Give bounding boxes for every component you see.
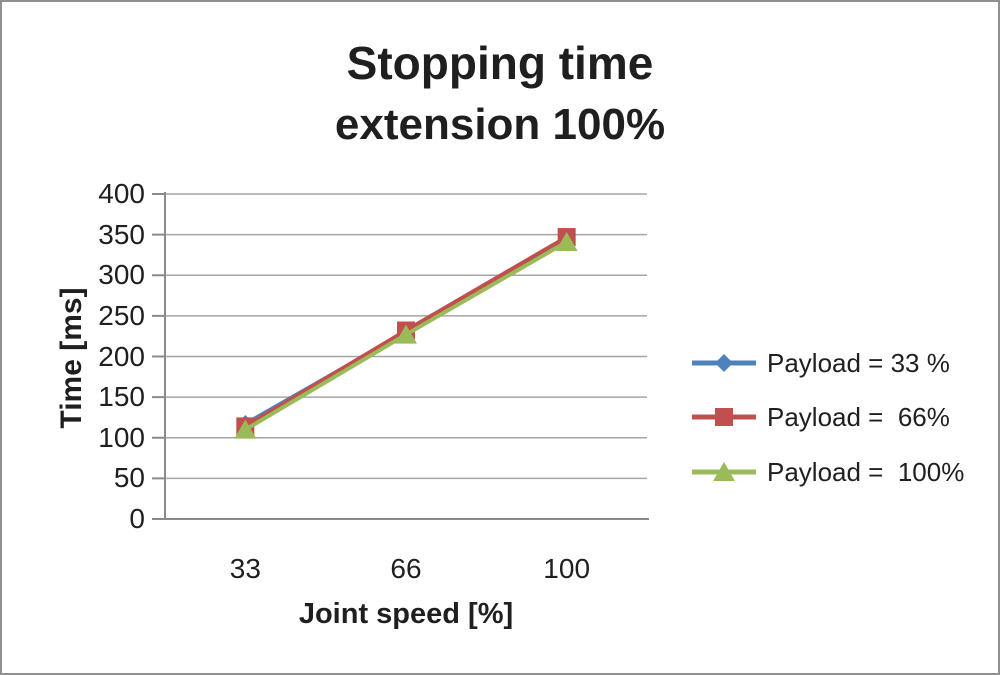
y-tick-label: 350 xyxy=(98,218,145,250)
y-tick-label: 50 xyxy=(113,462,145,494)
y-tick-label: 150 xyxy=(98,381,145,413)
chart-title: Stopping time extension 100% xyxy=(2,32,998,156)
legend-marker-triangle-icon xyxy=(692,462,756,481)
x-tick-label: 33 xyxy=(229,553,261,584)
x-tick-label: 66 xyxy=(390,553,422,584)
y-tick-label: 200 xyxy=(98,340,145,372)
legend-marker-square-icon xyxy=(692,408,756,426)
legend-item-label: Payload = 100% xyxy=(767,456,965,487)
series-marker-triangle-icon xyxy=(234,419,257,439)
legend-item: Payload = 100% xyxy=(690,450,964,494)
y-tick-label: 250 xyxy=(98,299,145,331)
legend-item: Payload = 66% xyxy=(690,395,950,439)
chart-title-line-2: extension 100% xyxy=(334,100,666,149)
series-marker-triangle-icon xyxy=(555,231,578,251)
chart-title-line-1: Stopping time xyxy=(346,37,654,89)
series-marker-triangle-icon xyxy=(395,324,417,344)
legend-item: Payload = 33 % xyxy=(690,341,950,385)
x-tick-label: 100 xyxy=(543,553,591,584)
y-tick-label: 100 xyxy=(98,421,145,453)
legend-marker-diamond-icon xyxy=(692,354,756,372)
legend-item-label: Payload = 66% xyxy=(767,401,950,432)
x-axis-title: Joint speed [%] xyxy=(298,598,514,630)
y-tick-label: 400 xyxy=(98,178,145,209)
y-tick-label: 0 xyxy=(129,503,145,534)
y-tick-label: 300 xyxy=(98,259,145,291)
legend-item-label: Payload = 33 % xyxy=(767,347,950,378)
